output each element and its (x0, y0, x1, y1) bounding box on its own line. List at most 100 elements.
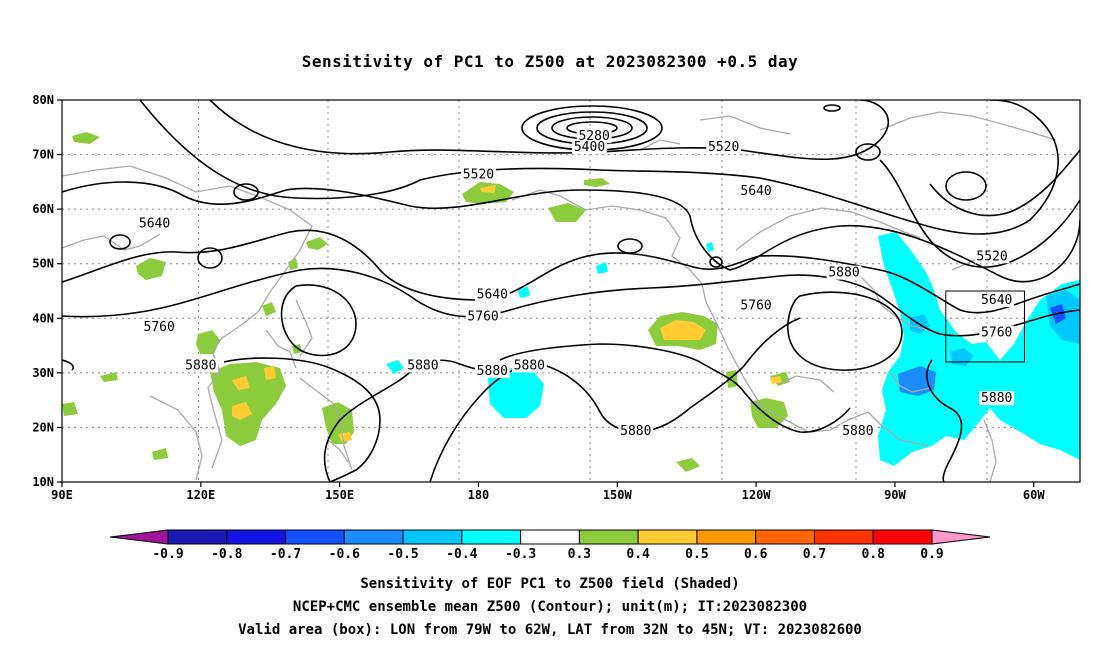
colorbar-high-triangle (931, 529, 991, 545)
colorbar-swatch (520, 529, 580, 545)
contour-label-bg (618, 423, 654, 438)
lon-tick-label: 120E (186, 488, 215, 502)
lon-tick-label: 150E (325, 488, 354, 502)
contour-label-bg (738, 298, 774, 313)
contour-label: 5880 (477, 364, 508, 379)
colorbar-swatch (578, 529, 639, 545)
lon-tick-label: 120W (742, 488, 772, 502)
latitude-axis: 80N 70N 60N 50N 40N 30N 20N 10N (32, 93, 62, 489)
contour-label: 5520 (976, 249, 1007, 264)
lon-tick-label: 90W (884, 488, 906, 502)
colorbar-swatch (637, 529, 698, 545)
colorbar-label: -0.6 (329, 547, 360, 562)
colorbar-label: 0.3 (568, 547, 591, 562)
colorbar-label: 0.7 (803, 547, 826, 562)
contour-label-bg (183, 358, 219, 373)
map-frame (61, 99, 1081, 483)
colorbar-swatch (461, 529, 522, 545)
map-area (62, 100, 1080, 482)
lon-tick-label: 150W (603, 488, 633, 502)
contour-label: 5760 (740, 298, 771, 313)
colorbar-swatch (167, 529, 228, 545)
map-title: Sensitivity of PC1 to Z500 at 2023082300… (302, 52, 799, 71)
colorbar-swatch (402, 529, 463, 545)
contour-label: 5760 (981, 326, 1012, 341)
coastlines (62, 111, 1057, 482)
contour-label-bg (576, 129, 612, 144)
contour-label-bg (826, 265, 862, 280)
contour-label: 5760 (467, 309, 498, 324)
colorbar-low-triangle (109, 529, 169, 545)
contour-label: 5760 (144, 320, 175, 335)
contour-labels: 5280540055205520564056405640576057605760… (137, 129, 1015, 439)
colorbar-swatch (872, 529, 933, 545)
valid-area-box (945, 290, 1025, 363)
contour-label-bg (137, 216, 172, 231)
colorbar-swatch (696, 529, 757, 545)
lat-tick-label: 50N (32, 257, 54, 271)
colorbar-label: 0.4 (626, 547, 650, 562)
contour-label: 5880 (828, 266, 859, 281)
colorbar-label: -0.7 (270, 547, 301, 562)
lon-tick-label: 180 (468, 488, 490, 502)
contour-label-bg (840, 423, 876, 438)
contour-label: 5640 (740, 184, 771, 199)
contour-label-bg (706, 140, 742, 155)
caption-line-2: NCEP+CMC ensemble mean Z500 (Contour); u… (293, 599, 807, 615)
lon-tick-label: 60W (1023, 488, 1045, 502)
z500-contours (62, 100, 1080, 482)
contour-label-bg (511, 358, 547, 373)
contour-label-bg (572, 140, 607, 155)
lat-tick-label: 20N (32, 420, 54, 434)
contour-label-bg (405, 358, 441, 373)
colorbar-swatch (343, 529, 404, 545)
lat-tick-label: 40N (32, 311, 54, 325)
contour-label: 5400 (574, 140, 605, 155)
lon-tick-label: 90E (51, 488, 73, 502)
contour-label: 5880 (842, 424, 873, 439)
caption-line-1: Sensitivity of EOF PC1 to Z500 field (Sh… (360, 576, 739, 592)
contour-label: 5520 (463, 167, 494, 182)
caption-line-3: Valid area (box): LON from 79W to 62W, L… (238, 622, 862, 638)
colorbar-label: -0.3 (505, 547, 536, 562)
lat-tick-label: 30N (32, 366, 54, 380)
contour-label: 5640 (139, 217, 170, 232)
colorbar-labels: -0.9 -0.8 -0.7 -0.6 -0.5 -0.4 -0.3 0.3 0.4 0.5 0.6… (152, 547, 943, 562)
lat-tick-label: 60N (32, 202, 54, 216)
contour-label: 5880 (514, 358, 545, 373)
colorbar-label: 0.8 (861, 547, 885, 562)
contour-label: 5640 (477, 287, 508, 302)
contour-label-bg (979, 292, 1015, 307)
colorbar-swatch (285, 529, 345, 545)
colorbar (109, 529, 991, 545)
contour-label: 5880 (620, 424, 651, 439)
colorbar-label: 0.6 (744, 547, 768, 562)
contour-label-bg (474, 363, 510, 378)
lat-tick-label: 80N (32, 93, 54, 107)
colorbar-swatch (755, 529, 815, 545)
contour-label: 5640 (981, 293, 1012, 308)
contour-label: 5520 (708, 140, 739, 155)
contour-label-bg (461, 167, 496, 182)
colorbar-label: -0.4 (446, 547, 477, 562)
lat-tick-label: 70N (32, 148, 54, 162)
lat-tick-label: 10N (32, 475, 54, 489)
colorbar-label: -0.5 (387, 547, 418, 562)
contour-label-bg (979, 391, 1015, 406)
longitude-axis: 90E 120E 150E 180 150W 120W 90W 60W (51, 482, 1045, 502)
colorbar-swatch (813, 529, 874, 545)
contour-label-bg (979, 325, 1015, 340)
contour-label-bg (474, 287, 510, 302)
colorbar-label: -0.9 (152, 547, 183, 562)
positive-sensitivity-shading (62, 132, 790, 472)
colorbar-swatch (226, 529, 287, 545)
contour-label-bg (465, 309, 501, 324)
contour-label: 5880 (185, 358, 216, 373)
contour-label-bg (738, 183, 774, 198)
colorbar-label: -0.8 (211, 547, 242, 562)
contour-label: 5880 (407, 358, 438, 373)
colorbar-label: 0.5 (685, 547, 708, 562)
contour-label: 5880 (981, 391, 1012, 406)
contour-label-bg (974, 249, 1010, 264)
